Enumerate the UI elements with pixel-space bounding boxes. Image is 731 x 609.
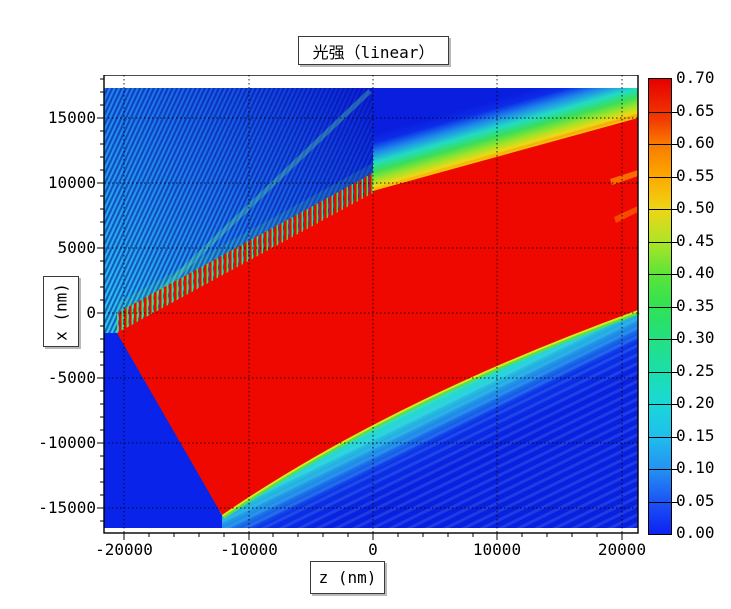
colorbar-tick: [649, 501, 678, 503]
x-axis-label-box: z (nm): [310, 561, 385, 594]
colorbar-tick-label: 0.55: [676, 165, 715, 185]
gridlines: [104, 75, 638, 533]
x-tick-label: -10000: [220, 540, 278, 559]
colorbar-tick: [649, 209, 678, 210]
colorbar: [648, 78, 678, 535]
x-tick-label: 0: [368, 540, 378, 559]
y-tick-label: -15000: [38, 498, 96, 517]
colorbar-tick-label: 0.20: [676, 393, 715, 412]
upper-edge-gradient: [373, 88, 638, 191]
colorbar-tick: [649, 144, 678, 145]
y-tick-label: -10000: [38, 433, 96, 452]
hot-streaks: [610, 170, 638, 223]
x-tick-label: -20000: [95, 540, 153, 559]
colorbar-tick-label: 0.00: [676, 523, 715, 542]
colorbar-tick: [649, 404, 678, 405]
y-tick-label: 5000: [57, 238, 96, 257]
colorbar-tick-label: 0.70: [676, 68, 715, 87]
x-tick-label: 10000: [472, 540, 522, 559]
plot-title-box: 光强（linear）: [298, 36, 449, 65]
plot-title: 光强（linear）: [312, 42, 435, 62]
y-tick-label: -5000: [47, 368, 96, 387]
colorbar-tick-label: 0.25: [676, 360, 715, 380]
x-axis-label: z (nm): [318, 568, 377, 587]
plot-frame: [103, 75, 639, 534]
colorbar-tick-label: 0.50: [676, 198, 715, 217]
colorbar-tick: [649, 436, 678, 438]
colorbar-tick-label: 0.40: [676, 263, 715, 282]
colorbar-tick-label: 0.10: [676, 458, 715, 477]
intensity-heatmap: [97, 75, 640, 540]
colorbar-tick: [649, 306, 678, 308]
x-tick-label: 20000: [597, 540, 647, 559]
y-axis-label: x (nm): [51, 282, 71, 341]
colorbar-tick-label: 0.60: [676, 133, 715, 152]
colorbar-tick-label: 0.15: [676, 425, 715, 445]
colorbar-tick-label: 0.35: [676, 295, 715, 315]
y-tick-label: 10000: [47, 173, 96, 192]
colorbar-tick-label: 0.05: [676, 490, 715, 510]
colorbar-tick-label: 0.30: [676, 328, 715, 347]
colorbar-tick: [649, 371, 678, 373]
beam-saturated-region: [117, 118, 638, 515]
colorbar-tick-label: 0.45: [676, 230, 715, 250]
sawtooth-fringe-tips: [117, 173, 373, 333]
y-axis-label-box: x (nm): [43, 276, 79, 347]
colorbar-tick: [649, 241, 678, 243]
colorbar-tick: [649, 339, 678, 340]
y-tick-label: 0: [86, 303, 96, 322]
axis-ticks: [97, 78, 623, 540]
colorbar-tick: [649, 469, 678, 470]
colorbar-tick: [649, 274, 678, 275]
colorbar-tick: [649, 176, 678, 178]
colorbar-tick: [649, 111, 678, 113]
colorbar-tick-label: 0.65: [676, 100, 715, 120]
y-tick-label: 15000: [47, 108, 96, 127]
